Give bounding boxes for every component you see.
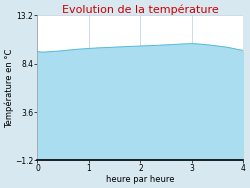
Y-axis label: Température en °C: Température en °C — [4, 48, 14, 127]
Title: Evolution de la température: Evolution de la température — [62, 4, 219, 15]
X-axis label: heure par heure: heure par heure — [106, 175, 175, 184]
